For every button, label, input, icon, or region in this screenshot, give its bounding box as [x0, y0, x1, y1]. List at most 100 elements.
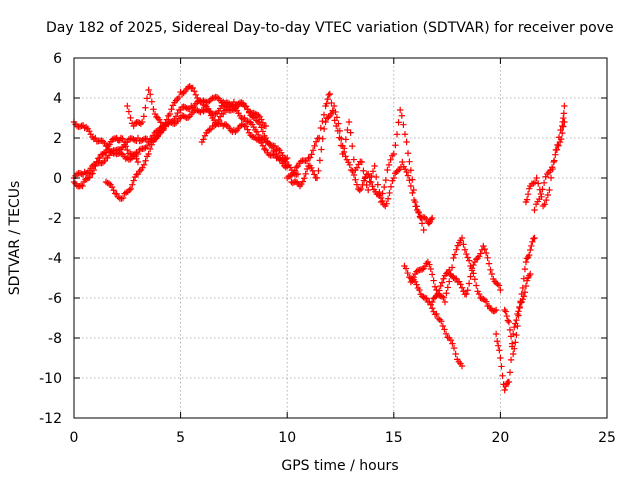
plot-frame: [73, 57, 608, 419]
data-point: [349, 167, 356, 175]
data-point: [546, 186, 553, 194]
data-point: [431, 294, 439, 301]
data-point: [440, 275, 447, 282]
data-point: [541, 201, 548, 208]
data-point: [226, 100, 233, 107]
x-tick-label: 10: [278, 430, 296, 446]
grid-layer: [74, 58, 607, 418]
data-point: [468, 267, 476, 274]
data-point: [371, 162, 378, 170]
data-point: [507, 356, 515, 364]
data-point: [438, 279, 446, 286]
data-point: [440, 294, 447, 301]
data-point: [143, 142, 151, 150]
data-point: [369, 183, 376, 190]
data-point: [487, 266, 494, 274]
data-point: [471, 276, 479, 283]
data-point: [513, 331, 520, 339]
data-point: [153, 113, 160, 121]
data-point: [76, 170, 84, 177]
data-point: [360, 177, 368, 184]
data-point: [282, 156, 289, 163]
data-point: [423, 295, 430, 302]
data-point: [465, 280, 473, 287]
data-point: [514, 322, 521, 330]
data-point: [93, 158, 100, 165]
y-tick-label: -10: [39, 371, 62, 387]
data-point: [475, 290, 483, 298]
data-point: [531, 206, 538, 214]
data-point: [258, 135, 265, 143]
data-point: [332, 108, 339, 116]
y-tick-label: -6: [48, 291, 62, 307]
data-point: [544, 191, 552, 199]
data-point: [436, 287, 443, 294]
data-point: [323, 100, 330, 107]
series-track-15: [531, 118, 568, 214]
data-point: [482, 249, 490, 257]
data-point: [284, 162, 291, 170]
data-point: [513, 316, 520, 324]
data-point: [497, 354, 504, 362]
data-point: [186, 105, 193, 113]
data-point: [430, 277, 437, 284]
data-point: [426, 261, 433, 268]
data-point: [501, 386, 508, 394]
x-tick-label: 20: [491, 430, 509, 446]
data-point: [250, 123, 257, 131]
data-point: [406, 158, 413, 165]
data-point: [528, 242, 535, 250]
data-point: [453, 275, 460, 283]
data-point: [92, 134, 99, 142]
data-point: [87, 131, 94, 138]
data-point: [106, 141, 113, 148]
data-point: [520, 275, 528, 282]
data-point: [552, 151, 559, 158]
data-point: [207, 109, 215, 117]
data-point: [232, 104, 239, 112]
data-point: [201, 132, 209, 139]
data-point: [139, 118, 146, 126]
data-point: [404, 172, 412, 179]
data-point: [207, 125, 215, 133]
data-point: [259, 128, 267, 135]
data-point: [419, 266, 426, 273]
data-point: [517, 298, 524, 305]
data-point: [192, 91, 200, 99]
data-point: [523, 255, 531, 262]
data-point: [319, 135, 326, 143]
data-point: [415, 209, 423, 217]
data-point: [311, 171, 318, 178]
data-point: [320, 125, 328, 133]
data-point: [488, 270, 496, 278]
data-point: [115, 193, 122, 201]
data-point: [335, 120, 342, 127]
data-point: [126, 186, 133, 194]
data-point: [471, 258, 479, 266]
data-point: [294, 170, 302, 178]
data-point: [261, 145, 268, 153]
data-point: [505, 318, 513, 326]
data-point: [353, 181, 361, 188]
data-point: [147, 91, 154, 98]
data-point: [369, 168, 377, 175]
data-point: [316, 157, 324, 164]
data-point: [548, 164, 556, 171]
data-point: [400, 121, 407, 128]
data-point: [133, 155, 140, 162]
data-point: [475, 253, 483, 260]
data-point: [478, 246, 486, 254]
data-point: [409, 277, 416, 284]
data-point: [366, 174, 373, 181]
data-point: [516, 304, 523, 312]
data-point: [484, 254, 491, 262]
data-point: [105, 180, 113, 187]
data-point: [434, 314, 442, 322]
data-point: [143, 95, 151, 102]
data-point: [506, 369, 514, 376]
y-tick-label: 4: [53, 91, 62, 107]
data-point: [134, 158, 142, 166]
data-point: [110, 187, 117, 194]
data-point: [396, 106, 404, 114]
data-point: [315, 134, 323, 142]
